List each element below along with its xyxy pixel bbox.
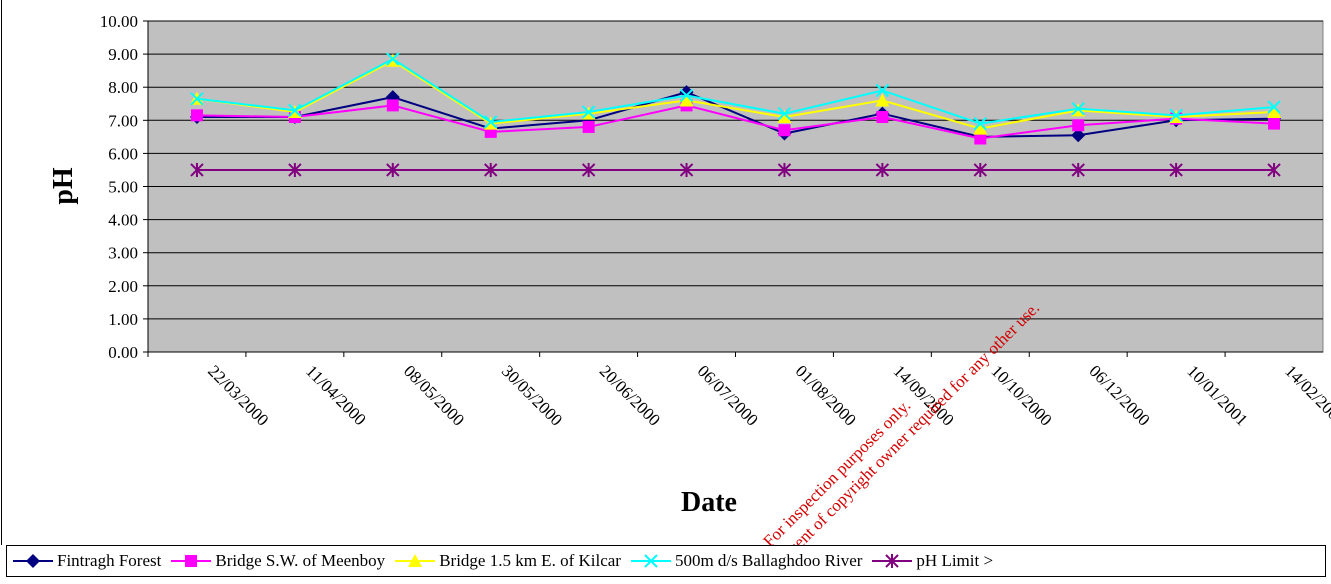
data-point <box>386 99 399 112</box>
legend-swatch <box>630 554 671 568</box>
data-point <box>288 103 302 118</box>
x-tick-label: 08/05/2000 <box>400 361 468 429</box>
data-point <box>875 93 890 107</box>
data-point <box>1268 117 1281 130</box>
data-point <box>777 106 792 121</box>
y-axis-title: pH <box>48 167 79 205</box>
data-point <box>408 554 423 567</box>
data-point <box>386 162 400 177</box>
y-tick-label: 5.00 <box>108 178 138 197</box>
x-tick-label: 20/06/2000 <box>596 361 664 429</box>
data-point <box>190 109 203 122</box>
y-tick-label: 0.00 <box>108 343 138 362</box>
series-line <box>196 91 1275 138</box>
series-lines <box>189 52 1282 177</box>
series-line <box>196 104 1275 140</box>
series <box>190 52 1281 131</box>
data-point <box>778 124 791 137</box>
legend-label: Fintragh Forest <box>57 551 162 570</box>
legend-swatch <box>872 554 913 568</box>
legend-item: Bridge 1.5 km E. of Kilcar <box>395 551 621 571</box>
data-point <box>1267 100 1281 114</box>
data-point <box>26 554 40 568</box>
data-point <box>777 109 792 123</box>
data-point <box>973 121 988 135</box>
y-tick-labels: 0.00 1.00 2.00 3.00 4.00 5.00 6.00 7.00 8.00 9.00… <box>100 12 138 362</box>
data-point <box>875 83 890 98</box>
chart-border-left <box>1 0 2 545</box>
legend-item: Fintragh Forest <box>13 551 161 571</box>
legend-item: Bridge S.W. of Meenboy <box>171 551 385 571</box>
legend-swatch <box>13 554 53 568</box>
data-point <box>1071 102 1085 116</box>
y-tick-label: 7.00 <box>108 111 138 130</box>
y-tick-label: 3.00 <box>108 244 138 263</box>
legend-item: 500m d/s Ballaghdoo River <box>630 551 863 571</box>
data-point <box>386 52 400 66</box>
y-tick-label: 1.00 <box>108 310 138 329</box>
legend-label: Bridge 1.5 km E. of Kilcar <box>439 551 621 570</box>
data-point <box>1267 105 1282 119</box>
data-point <box>1169 162 1183 177</box>
y-tick-label: 10.00 <box>100 12 138 31</box>
data-point <box>679 162 694 177</box>
y-tick-label: 8.00 <box>108 78 138 97</box>
data-point <box>581 162 596 177</box>
y-tick-label: 6.00 <box>108 144 138 163</box>
data-point <box>885 554 900 568</box>
data-point <box>876 110 889 123</box>
data-point <box>484 115 498 129</box>
y-tick-label: 2.00 <box>108 277 138 296</box>
data-point <box>973 162 987 177</box>
data-point <box>581 105 596 119</box>
legend-swatch <box>395 554 436 567</box>
data-point <box>1072 119 1085 132</box>
x-tick-labels: 22/03/2000 11/04/2000 08/05/2000 30/05/2000… <box>147 352 1331 430</box>
data-point <box>190 92 204 106</box>
series-line <box>196 57 1275 125</box>
x-tick-label: 06/12/2000 <box>1085 361 1153 429</box>
legend-label: 500m d/s Ballaghdoo River <box>674 551 863 570</box>
data-point <box>190 162 204 177</box>
x-tick-label: 06/07/2000 <box>694 361 762 429</box>
legend-swatch <box>171 555 212 567</box>
y-tick-label: 4.00 <box>108 211 138 230</box>
data-point <box>679 88 694 103</box>
series <box>190 162 1281 177</box>
data-point <box>1071 162 1085 177</box>
data-point <box>875 162 890 177</box>
x-tick-label: 22/03/2000 <box>204 361 272 429</box>
data-point <box>185 555 198 567</box>
data-point <box>973 116 987 131</box>
legend-item: pH Limit > <box>872 551 993 571</box>
legend-label: Bridge S.W. of Meenboy <box>215 551 386 570</box>
ph-line-chart: 0.00 1.00 2.00 3.00 4.00 5.00 6.00 7.00 8.00 9.00… <box>1 0 1331 545</box>
series-line <box>196 59 1275 130</box>
legend-label: pH Limit > <box>916 551 994 570</box>
data-point <box>644 554 658 568</box>
data-point <box>974 132 987 145</box>
x-tick-label: 10/10/2000 <box>987 361 1055 429</box>
x-tick-label: 11/04/2000 <box>302 361 370 429</box>
data-point <box>679 93 694 107</box>
data-point <box>1267 162 1281 177</box>
data-point <box>582 120 595 133</box>
data-point <box>288 162 302 177</box>
x-tick-label: 14/02/2001 <box>1281 361 1331 429</box>
data-point <box>1169 108 1183 123</box>
data-point <box>484 162 498 177</box>
x-tick-label: 10/01/2001 <box>1183 361 1251 429</box>
data-point <box>777 162 792 177</box>
x-tick-label: 30/05/2000 <box>498 361 566 429</box>
data-point <box>1071 128 1086 143</box>
y-tick-label: 9.00 <box>108 45 138 64</box>
x-axis-title: Date <box>681 487 737 518</box>
chart-legend: Fintragh Forest Bridge S.W. of Meenboy Bri… <box>6 545 1326 577</box>
x-tick-label: 01/08/2000 <box>792 361 860 429</box>
